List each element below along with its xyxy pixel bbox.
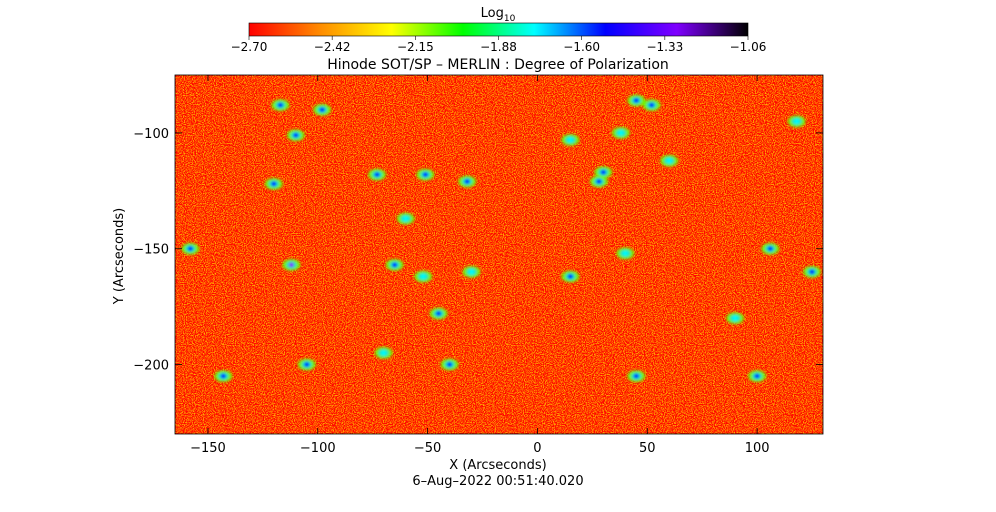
polarization-feature [271, 181, 277, 187]
colorbar-tick-label: −1.33 [646, 40, 683, 54]
colorbar-label: Log10 [481, 6, 516, 24]
polarization-feature [618, 130, 624, 136]
polarization-feature [732, 315, 738, 321]
polarization-feature [809, 269, 815, 275]
polarization-feature [187, 246, 193, 252]
colorbar-tick-label: −2.15 [397, 40, 434, 54]
polarization-feature [220, 373, 226, 379]
polarization-feature [600, 169, 606, 175]
x-tick-label: 0 [533, 441, 541, 456]
polarization-feature [403, 216, 409, 222]
x-tick-label: 100 [745, 441, 770, 456]
colorbar-tick-label: −1.06 [730, 40, 767, 54]
polarization-feature [293, 132, 299, 138]
colorbar-tick-label: −1.60 [563, 40, 600, 54]
x-axis-label: X (Arcseconds) [449, 458, 546, 473]
timestamp: 6–Aug–2022 00:51:40.020 [412, 474, 583, 489]
x-tick-label: −150 [190, 441, 226, 456]
polarization-feature [649, 102, 655, 108]
polarization-feature [567, 137, 573, 143]
heatmap [175, 75, 823, 434]
x-axis-ticks: −150 −100 −50 0 50 100 [190, 75, 770, 456]
colorbar-tick-label: −1.88 [480, 40, 517, 54]
polarization-feature [392, 262, 398, 268]
colorbar-ticks: −2.70 −2.42 −2.15 −1.88 −1.60 −1.33 −1.06 [231, 36, 767, 54]
y-tick-label: −100 [133, 127, 169, 142]
y-axis-ticks: −100 −150 −200 [133, 127, 823, 374]
y-tick-label: −150 [133, 243, 169, 258]
polarization-feature [622, 250, 628, 256]
polarization-feature [289, 262, 294, 268]
polarization-feature [767, 246, 773, 252]
polarization-feature [381, 350, 387, 356]
chart-title: Hinode SOT/SP – MERLIN : Degree of Polar… [327, 57, 669, 73]
plot-frame [174, 74, 824, 435]
polarization-feature [666, 158, 672, 164]
x-tick-label: −50 [414, 441, 441, 456]
polarization-feature [794, 118, 800, 124]
polarization-feature [754, 373, 760, 379]
y-axis-label: Y (Arcseconds) [112, 208, 127, 305]
colorbar-tick-label: −2.42 [314, 40, 351, 54]
colorbar [248, 22, 749, 37]
polarization-feature [633, 98, 639, 103]
y-tick-label: −200 [133, 359, 169, 374]
polarization-feature [447, 362, 452, 367]
polarization-feature [436, 311, 441, 316]
polarization-feature [469, 269, 474, 275]
polarization-feature [278, 102, 283, 108]
polarization-feature [464, 179, 470, 184]
colorbar-tick-label: −2.70 [231, 40, 268, 54]
polarization-feature [319, 107, 325, 113]
polarization-feature [420, 274, 426, 279]
x-tick-label: −100 [300, 441, 336, 456]
heatmap-texture [175, 75, 823, 434]
x-tick-label: 50 [639, 441, 656, 456]
polarization-feature [374, 172, 380, 177]
polarization-feature [567, 274, 573, 279]
polarization-feature [633, 373, 639, 379]
polarization-feature [304, 362, 310, 367]
polarization-feature [423, 172, 428, 177]
polarization-feature [596, 179, 602, 184]
